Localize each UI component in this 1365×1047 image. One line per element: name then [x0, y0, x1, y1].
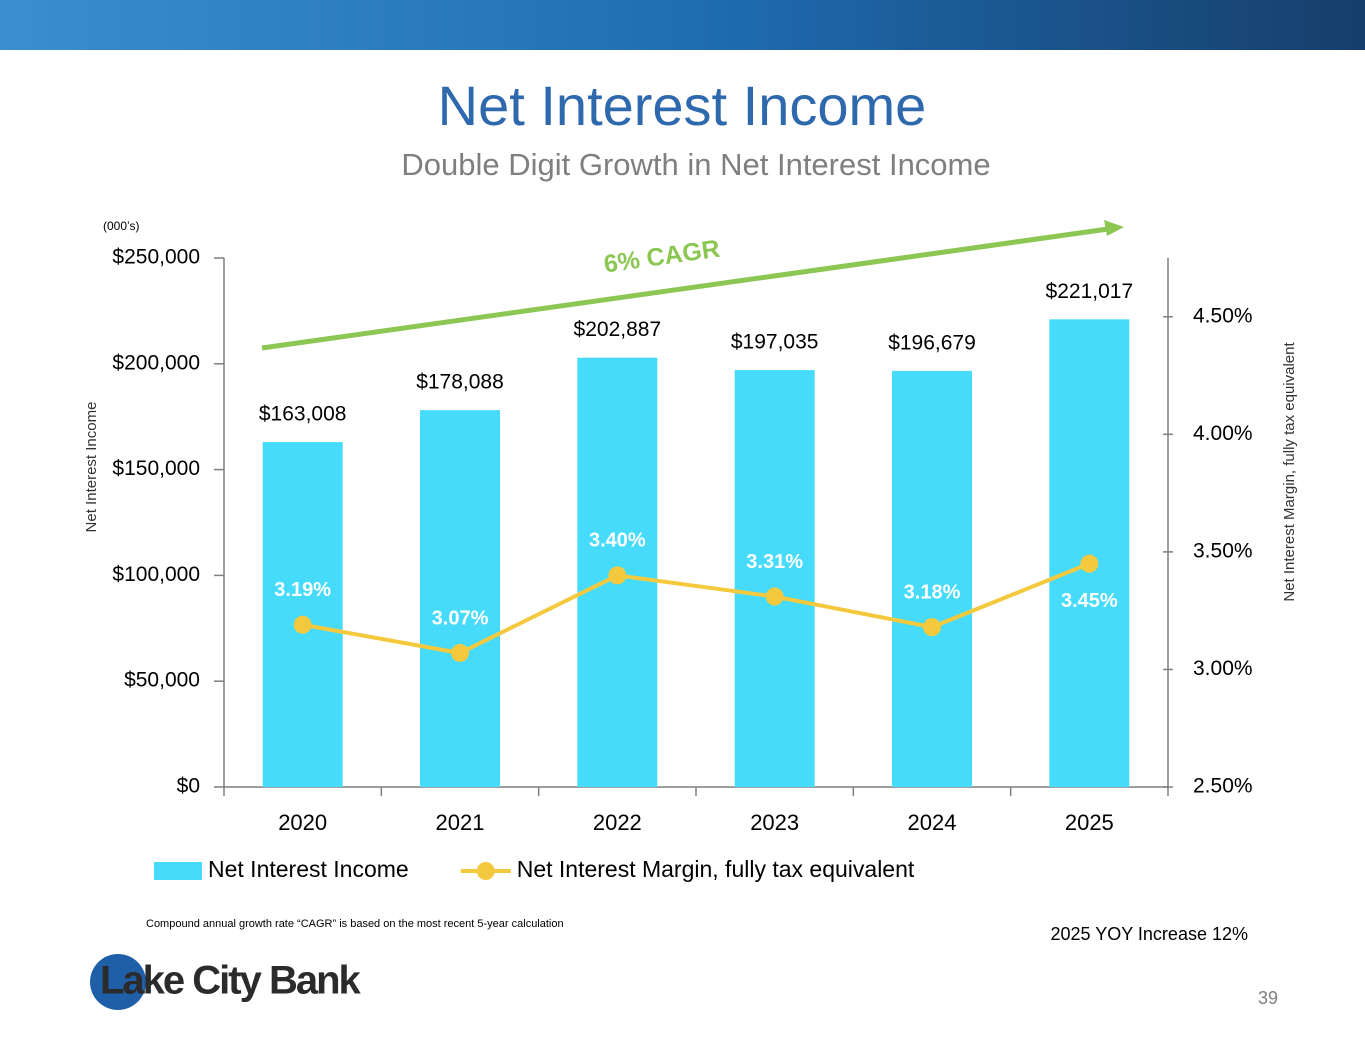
x-tick-label: 2021 [436, 810, 485, 835]
y2-tick-label: 4.00% [1193, 422, 1253, 445]
bar-value-label: $202,887 [574, 318, 662, 341]
y-tick-label: $150,000 [112, 457, 200, 480]
y-axis-label: Net Interest Income [83, 402, 100, 533]
header-band [0, 0, 1365, 50]
y2-tick-label: 4.50% [1193, 304, 1253, 327]
y-tick-label: $250,000 [112, 246, 200, 269]
y2-axis-label: Net Interest Margin, fully tax equivalen… [1281, 342, 1298, 602]
chart-subtitle: Double Digit Growth in Net Interest Inco… [401, 147, 990, 182]
line-value-label: 3.19% [274, 579, 331, 601]
x-tick-label: 2020 [278, 810, 327, 835]
legend-label: Net Interest Margin, fully tax equivalen… [517, 856, 915, 882]
x-tick-label: 2024 [908, 810, 957, 835]
yoy-note: 2025 YOY Increase 12% [1051, 924, 1248, 944]
x-tick-label: 2025 [1065, 810, 1114, 835]
y2-tick-label: 2.50% [1193, 775, 1253, 798]
bar-value-label: $196,679 [888, 331, 976, 354]
line-marker [765, 587, 784, 606]
footnote: Compound annual growth rate “CAGR” is ba… [146, 918, 564, 930]
bar-value-label: $197,035 [731, 331, 819, 354]
chart-title: Net Interest Income [438, 74, 927, 137]
cagr-arrow [261, 226, 1109, 351]
y-tick-label: $50,000 [124, 669, 200, 692]
cagr-annotation: 6% CAGR [602, 235, 721, 279]
y-tick-label: $100,000 [112, 563, 200, 586]
x-tick-label: 2022 [593, 810, 642, 835]
line-marker [293, 615, 312, 634]
cagr-arrowhead [1104, 220, 1124, 236]
line-marker [608, 566, 627, 585]
line-marker [1080, 554, 1099, 573]
bar [1049, 319, 1130, 787]
logo-mark [90, 954, 146, 1010]
y-tick-label: $0 [177, 775, 200, 798]
legend-label: Net Interest Income [208, 856, 409, 882]
y2-tick-label: 3.00% [1193, 657, 1253, 680]
line-marker [923, 618, 941, 637]
bar [262, 442, 343, 787]
logo: Lake City Bank [100, 959, 362, 1003]
y2-tick-label: 3.50% [1193, 539, 1253, 562]
legend-swatch-marker [476, 862, 495, 880]
bar-value-label: $163,008 [259, 403, 347, 426]
line-value-label: 3.31% [746, 551, 803, 573]
bar [734, 370, 815, 787]
line-value-label: 3.18% [904, 581, 961, 603]
bar-value-label: $221,017 [1046, 280, 1134, 303]
bar-value-label: $178,088 [416, 371, 504, 394]
x-tick-label: 2023 [750, 810, 799, 835]
line [302, 561, 1091, 656]
bar [892, 370, 972, 787]
line-marker [451, 643, 469, 662]
page-number: 39 [1258, 988, 1278, 1008]
unit-note: (000’s) [103, 219, 139, 233]
line-value-label: 3.40% [589, 530, 646, 552]
legend-swatch [154, 862, 202, 880]
bar [420, 410, 500, 787]
y-tick-label: $200,000 [112, 351, 200, 374]
line-value-label: 3.07% [432, 607, 489, 629]
line-value-label: 3.45% [1061, 590, 1118, 612]
